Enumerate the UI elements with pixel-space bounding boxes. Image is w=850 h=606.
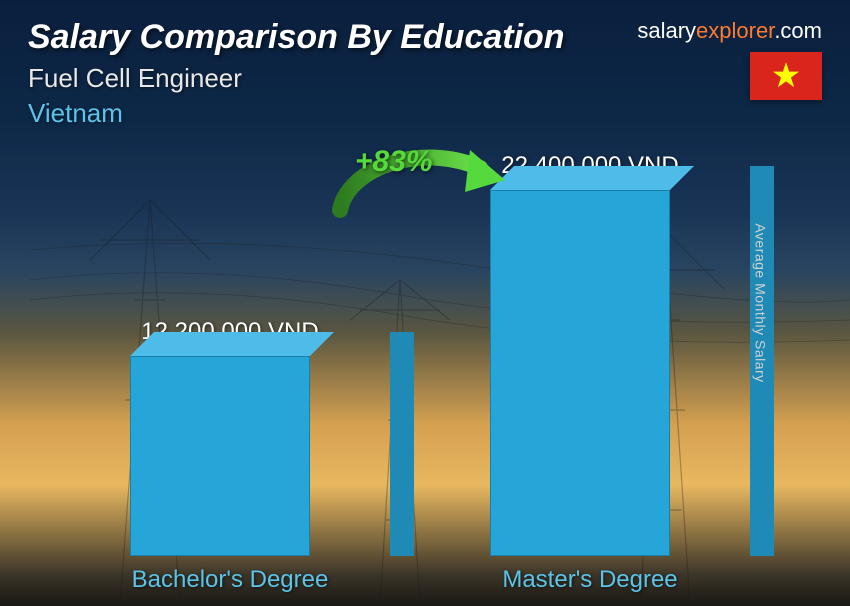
brand-logo: salaryexplorer.com (637, 18, 822, 44)
yaxis-label: Average Monthly Salary (752, 223, 768, 382)
bar-label-master: Master's Degree (460, 566, 720, 594)
country-label: Vietnam (28, 98, 637, 129)
pct-increase-badge: +83% (355, 145, 433, 179)
header-right: salaryexplorer.com (637, 18, 822, 100)
bar-top-face (130, 332, 334, 356)
bar-label-bachelor: Bachelor's Degree (100, 566, 360, 594)
brand-mid: explorer (696, 18, 774, 43)
bar-top-face (490, 166, 694, 190)
bar-master: 22,400,000 VND (490, 152, 750, 556)
header-left: Salary Comparison By Education Fuel Cell… (28, 18, 637, 129)
bar-front-face (130, 356, 310, 556)
brand-suffix: .com (774, 18, 822, 43)
page-subtitle: Fuel Cell Engineer (28, 63, 637, 94)
bar-side-face (390, 332, 414, 556)
bar-front-face (490, 190, 670, 556)
header: Salary Comparison By Education Fuel Cell… (28, 18, 822, 129)
brand-prefix: salary (637, 18, 696, 43)
bar3d-bachelor (130, 356, 390, 556)
bar3d-master (490, 190, 750, 556)
bar-bachelor: 12,200,000 VND (130, 318, 390, 556)
page-title: Salary Comparison By Education (28, 18, 637, 57)
vietnam-flag-icon (750, 52, 822, 100)
